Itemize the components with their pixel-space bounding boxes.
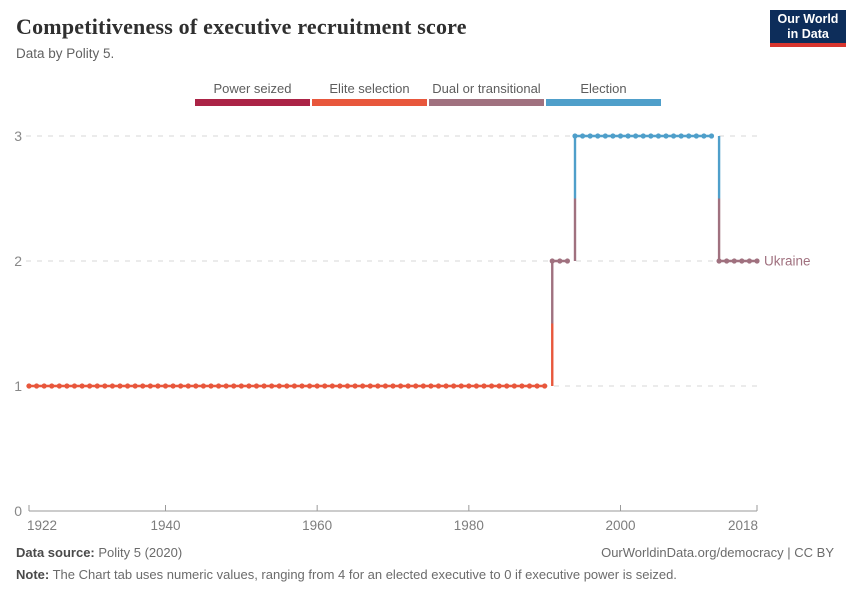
- legend-label: Dual or transitional: [432, 81, 541, 96]
- legend-color-bar: [546, 99, 661, 106]
- data-source: Data source: Polity 5 (2020): [16, 545, 182, 560]
- svg-text:1: 1: [14, 378, 22, 394]
- legend: Power seized Elite selection Dual or trans…: [195, 81, 661, 106]
- legend-label: Election: [580, 81, 627, 96]
- svg-text:0: 0: [14, 503, 22, 519]
- footer-note: Note: The Chart tab uses numeric values,…: [16, 567, 834, 582]
- legend-item-dual-or-transitional[interactable]: Dual or transitional: [429, 81, 544, 106]
- gridlines: [26, 135, 758, 387]
- license-badge: | CC BY: [783, 545, 834, 560]
- legend-color-bar: [312, 99, 427, 106]
- legend-label: Elite selection: [329, 81, 410, 96]
- svg-text:2018: 2018: [728, 518, 758, 533]
- owid-logo-line1: Our World: [777, 12, 839, 26]
- owid-logo[interactable]: Our World in Data: [770, 10, 846, 47]
- attribution: OurWorldinData.org/democracy | CC BY: [601, 545, 834, 560]
- svg-text:3: 3: [14, 128, 22, 144]
- note-label: Note:: [16, 567, 50, 582]
- legend-color-bar: [429, 99, 544, 106]
- page-title: Competitiveness of executive recruitment…: [16, 14, 467, 39]
- owid-logo-line2: in Data: [787, 26, 829, 41]
- series-line-ukraine[interactable]: [26, 133, 760, 389]
- y-axis-labels: 0 1 2 3: [14, 128, 22, 519]
- data-source-value: Polity 5 (2020): [94, 545, 183, 560]
- series-label-ukraine[interactable]: Ukraine: [764, 254, 811, 269]
- legend-color-bar: [195, 99, 310, 106]
- data-source-label: Data source:: [16, 545, 95, 560]
- svg-text:2000: 2000: [605, 518, 635, 533]
- svg-text:1960: 1960: [302, 518, 332, 533]
- owid-democracy-link[interactable]: OurWorldinData.org/democracy: [601, 545, 784, 560]
- page-subtitle: Data by Polity 5.: [16, 46, 115, 61]
- legend-item-power-seized[interactable]: Power seized: [195, 81, 310, 106]
- svg-text:1922: 1922: [27, 518, 57, 533]
- svg-text:1980: 1980: [454, 518, 484, 533]
- footer: Data source: Polity 5 (2020) OurWorldinD…: [16, 545, 834, 582]
- x-axis: 1922 1940 1960 1980 2000 2018: [27, 505, 758, 533]
- svg-text:1940: 1940: [150, 518, 180, 533]
- legend-label: Power seized: [213, 81, 292, 96]
- note-value: The Chart tab uses numeric values, rangi…: [49, 567, 677, 582]
- svg-text:2: 2: [14, 253, 22, 269]
- legend-item-election[interactable]: Election: [546, 81, 661, 106]
- legend-item-elite-selection[interactable]: Elite selection: [312, 81, 427, 106]
